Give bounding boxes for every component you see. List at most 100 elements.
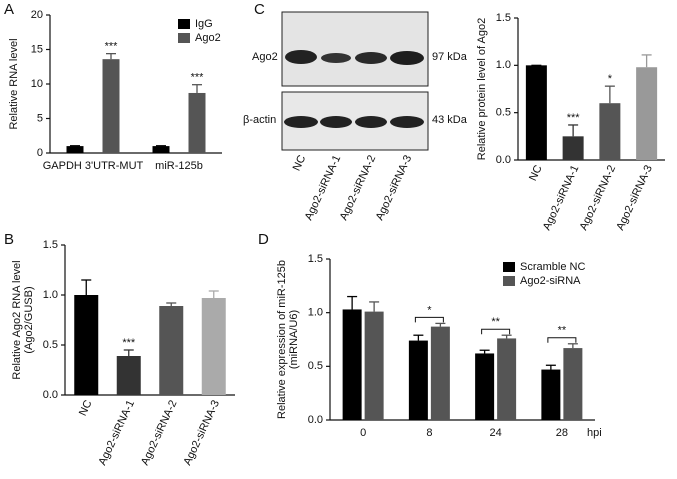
error-bar [106, 52, 116, 60]
lane-label: NC [291, 153, 309, 173]
bar [116, 356, 141, 395]
bar [599, 103, 621, 160]
bar [188, 92, 206, 153]
significance: *** [105, 41, 119, 53]
error-bar [604, 85, 615, 104]
legend-label: Ago2-siRNA [520, 275, 581, 287]
lane-label: Ago2-siRNA-3 [374, 153, 415, 222]
legend-swatch [178, 33, 190, 43]
bar [430, 326, 450, 420]
x-tick-label: Ago2-siRNA-1 [541, 163, 582, 232]
y-tick-label: 15 [31, 43, 43, 55]
significance: * [427, 304, 432, 316]
y-tick-label: 1.5 [43, 239, 58, 251]
bar [342, 309, 362, 420]
bar [159, 306, 184, 395]
bar [563, 348, 583, 420]
x-tick-label: Ago2-siRNA-3 [614, 163, 655, 232]
legend-swatch [178, 19, 190, 29]
error-bar [166, 302, 177, 306]
significance: *** [122, 337, 136, 349]
y-tick-label: 20 [31, 9, 43, 21]
x-tick-label: 24 [490, 427, 502, 439]
y-tick-label: 1.5 [308, 253, 323, 265]
y-tick-label: 0.5 [43, 339, 58, 351]
comparison-bracket [414, 316, 444, 323]
blot-size: 97 kDa [432, 51, 468, 63]
bar [541, 369, 561, 420]
error-bar [413, 334, 424, 341]
error-bar [568, 124, 579, 137]
error-bar [81, 279, 92, 295]
x-tick-label: 28 [556, 427, 568, 439]
significance: *** [567, 112, 581, 124]
blot-row-label: Ago2 [252, 51, 278, 63]
y-axis-label: Relative expression of miR-125b [276, 260, 288, 419]
y-axis-label: (miRNA/U6) [288, 310, 300, 369]
blot-row-label: β-actin [243, 114, 276, 126]
y-tick-label: 0.5 [496, 107, 511, 119]
bar [152, 146, 170, 153]
lane-label: Ago2-siRNA-1 [303, 153, 344, 222]
error-bar [567, 343, 578, 349]
y-tick-label: 1.0 [308, 307, 323, 319]
x-tick-label: Ago2-siRNA-2 [578, 163, 619, 232]
blot-size: 43 kDa [432, 114, 468, 126]
error-bar [347, 295, 358, 310]
y-axis-label: Relative protein level of Ago2 [476, 18, 488, 160]
panel-label: A [4, 1, 14, 18]
error-bar [501, 334, 512, 339]
y-tick-label: 0.5 [308, 360, 323, 372]
y-tick-label: 1.0 [43, 289, 58, 301]
bar [562, 136, 584, 160]
error-bar [208, 290, 219, 298]
bar [636, 67, 658, 160]
error-bar [641, 54, 652, 68]
y-tick-label: 0.0 [308, 414, 323, 426]
legend-label: Scramble NC [520, 261, 585, 273]
x-tick-label: 8 [426, 427, 432, 439]
significance: *** [191, 72, 205, 84]
x-tick-label: NC [77, 398, 95, 418]
bar [364, 311, 384, 420]
blot-band [321, 53, 351, 63]
y-axis-label: Relative RNA level [8, 38, 20, 129]
error-bar [369, 301, 380, 312]
panel-label: C [254, 1, 265, 18]
error-bar [545, 364, 556, 370]
bar [66, 146, 84, 153]
x-tick-label: Ago2-siRNA-3 [182, 398, 223, 467]
blot-band [285, 50, 317, 64]
x-tick-label: Ago2-siRNA-2 [139, 398, 180, 467]
blot-band [390, 51, 424, 65]
significance: * [608, 73, 613, 85]
legend-swatch [503, 262, 515, 272]
y-tick-label: 0.0 [496, 154, 511, 166]
blot-band [284, 116, 318, 128]
blot-frame [281, 11, 429, 87]
y-axis-label: (Ago2/GUSB) [23, 286, 35, 353]
panel-label: B [4, 231, 14, 248]
y-axis-label: Relative Ago2 RNA level [11, 260, 23, 379]
y-tick-label: 10 [31, 78, 43, 90]
bar [497, 338, 517, 420]
bar [74, 295, 99, 395]
y-tick-label: 0.0 [43, 389, 58, 401]
y-tick-label: 5 [37, 112, 43, 124]
x-tick-label: NC [527, 163, 545, 183]
x-tick-label: miR-125b [155, 160, 203, 172]
significance: ** [491, 316, 500, 328]
y-tick-label: 1.0 [496, 59, 511, 71]
comparison-bracket [547, 337, 577, 343]
error-bar [192, 84, 202, 93]
bar [201, 298, 226, 395]
legend-swatch [503, 276, 515, 286]
y-tick-label: 1.5 [496, 12, 511, 24]
blot-band [390, 116, 424, 128]
bar [102, 59, 120, 153]
significance: ** [558, 325, 567, 337]
bar [525, 65, 547, 160]
error-bar [435, 322, 446, 327]
lane-label: Ago2-siRNA-2 [338, 153, 379, 222]
